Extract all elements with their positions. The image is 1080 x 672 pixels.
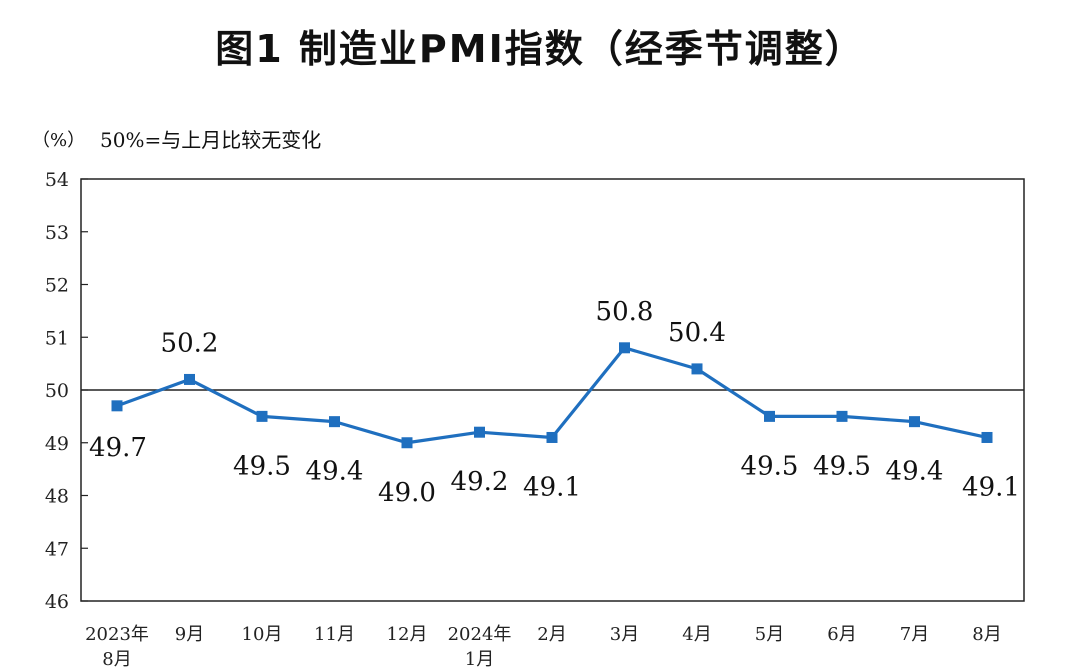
y-unit-label: （%） bbox=[32, 130, 86, 151]
y-tick-label: 51 bbox=[45, 327, 69, 349]
x-tick-label: 9月 bbox=[175, 624, 204, 645]
data-point-marker bbox=[836, 410, 848, 422]
data-point-marker bbox=[909, 416, 920, 428]
x-tick-label: 12月 bbox=[387, 624, 428, 645]
data-point-marker bbox=[546, 431, 558, 443]
data-point-marker bbox=[691, 363, 703, 375]
series-line bbox=[116, 346, 988, 445]
data-label: 49.5 bbox=[741, 451, 799, 481]
data-label: 50.4 bbox=[668, 318, 726, 348]
data-point-marker bbox=[329, 416, 340, 428]
x-tick-label: 2月 bbox=[537, 624, 566, 645]
y-tick-label: 48 bbox=[45, 486, 69, 508]
x-tick-label: 10月 bbox=[242, 624, 283, 645]
data-label: 49.4 bbox=[886, 457, 944, 487]
x-tick-label: 2023年 bbox=[85, 624, 149, 645]
y-tick-label: 49 bbox=[45, 433, 69, 455]
data-point-marker bbox=[184, 373, 195, 385]
x-tick-label: 6月 bbox=[827, 624, 856, 645]
y-tick-label: 52 bbox=[45, 275, 69, 297]
data-label: 49.5 bbox=[233, 451, 291, 481]
x-tick-label: 4月 bbox=[682, 624, 711, 645]
chart-title: 图1 制造业PMI指数（经季节调整） bbox=[215, 27, 865, 71]
reference-note: 50%=与上月比较无变化 bbox=[100, 128, 322, 152]
data-point-marker bbox=[474, 426, 485, 438]
x-tick-label: 8月 bbox=[972, 624, 1001, 645]
data-label: 50.8 bbox=[596, 297, 654, 327]
data-label: 49.5 bbox=[813, 451, 871, 481]
y-tick-label: 47 bbox=[45, 538, 69, 560]
data-label: 49.1 bbox=[962, 472, 1020, 502]
data-point-marker bbox=[764, 410, 775, 422]
data-label: 49.7 bbox=[89, 433, 147, 463]
y-tick-label: 46 bbox=[45, 591, 69, 613]
data-label: 49.0 bbox=[378, 478, 436, 508]
data-label: 49.4 bbox=[306, 457, 364, 487]
x-tick-label: 7月 bbox=[900, 624, 929, 645]
y-tick-label: 50 bbox=[45, 380, 69, 402]
data-label: 49.2 bbox=[451, 467, 509, 497]
y-tick-label: 53 bbox=[45, 222, 69, 244]
data-point-marker bbox=[111, 400, 123, 412]
data-point-marker bbox=[619, 342, 630, 354]
data-label: 49.1 bbox=[523, 472, 581, 502]
y-tick-label: 54 bbox=[45, 169, 69, 191]
x-tick-label: 11月 bbox=[314, 624, 355, 645]
x-tick-label: 3月 bbox=[610, 624, 639, 645]
data-label: 50.2 bbox=[161, 328, 219, 358]
x-tick-label: 2024年 bbox=[448, 624, 512, 645]
x-tick-label: 8月 bbox=[102, 649, 131, 670]
x-tick-label: 5月 bbox=[755, 624, 784, 645]
data-point-marker bbox=[256, 410, 268, 422]
x-tick-label: 1月 bbox=[465, 649, 494, 670]
data-point-marker bbox=[401, 437, 413, 449]
data-point-marker bbox=[981, 431, 993, 443]
